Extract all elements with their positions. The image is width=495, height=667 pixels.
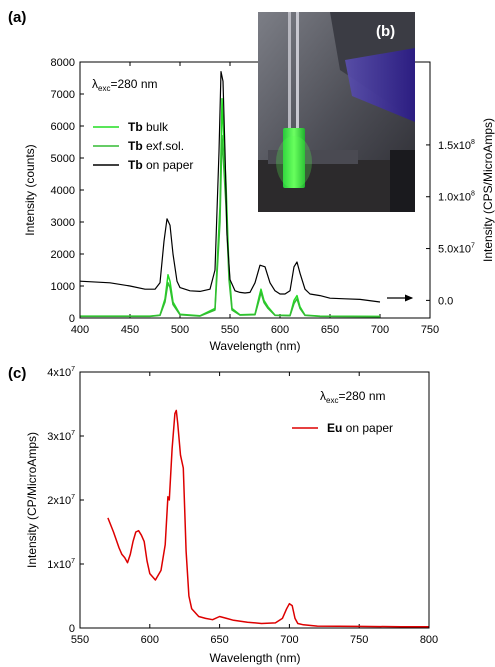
panel-c-chart: 550 600 650 700 750 80001x1072x1073x1074x107 …	[25, 366, 438, 665]
panel-a-y-tick-label: 5000	[51, 153, 75, 165]
panel-a-y-tick-label: 6000	[51, 121, 75, 133]
panel-a-y2-tick-label: 1.5x108	[438, 139, 475, 152]
panel-a-x-tick-label: 750	[421, 324, 439, 336]
panel-c-y-tick-label: 3x107	[47, 430, 75, 443]
panel-c-x-tick-label: 700	[280, 634, 298, 646]
panel-c-series	[107, 409, 429, 628]
panel-a-x-tick-label: 650	[321, 324, 339, 336]
panel-a-y2-axis-title: Intensity (CPS/MicroAmps)	[481, 118, 495, 262]
panel-label-c: (c)	[8, 365, 26, 382]
panel-a-x-tick-label: 400	[71, 324, 89, 336]
panel-c-x-tick-label: 600	[141, 634, 159, 646]
cuvette-photo-icon	[258, 12, 415, 212]
panel-a-x-tick-label: 450	[121, 324, 139, 336]
panel-a-legend: Tb bulk Tb exf.sol. Tb on paper	[93, 120, 193, 172]
panel-c-x-axis-title: Wavelength (nm)	[210, 651, 301, 665]
panel-a-frame	[79, 61, 431, 319]
panel-c-y-tick-label: 1x107	[47, 558, 75, 571]
panel-c-y-tick-label: 2x107	[47, 494, 75, 507]
legend-text-exf: Tb exf.sol.	[128, 139, 184, 153]
panel-c-excitation-label: λexc=280 nm	[320, 389, 386, 405]
panel-a-x-tick-label: 500	[171, 324, 189, 336]
panel-c-x-tick-label: 650	[210, 634, 228, 646]
legend-text-eu: Eu on paper	[327, 421, 393, 435]
panel-a-y-tick-label: 1000	[51, 281, 75, 293]
panel-a-axes: 400 450 500 550 600 650 700 750 0 1000 2000 3000 400…	[51, 57, 476, 336]
panel-a-y2-tick-label: 0.0	[438, 295, 453, 307]
panel-a-y2-tick-label: 5.0x107	[438, 243, 475, 256]
panel-a-y-tick-label: 7000	[51, 89, 75, 101]
panel-c-series-eu	[107, 409, 429, 628]
panel-a-y-tick-label: 4000	[51, 185, 75, 197]
panel-c-x-tick-label: 800	[420, 634, 438, 646]
panel-a-series-paper	[79, 70, 381, 303]
panel-a-y-tick-label: 2000	[51, 249, 75, 261]
legend-text-bulk: Tb bulk	[128, 120, 169, 134]
panel-a-y-tick-label: 8000	[51, 57, 75, 69]
panel-a-y-tick-label: 0	[69, 313, 75, 325]
panel-c-y-tick-label: 0	[69, 623, 75, 635]
panel-a-series-exf	[80, 134, 381, 318]
panel-a-y-tick-label: 3000	[51, 217, 75, 229]
panel-a-x-tick-label: 600	[271, 324, 289, 336]
panel-c-legend: Eu on paper	[292, 421, 393, 435]
panel-label-a: (a)	[8, 9, 26, 26]
panel-c-frame	[79, 371, 430, 629]
panel-a-chart: 400 450 500 550 600 650 700 750 0 1000 2000 3000 400…	[23, 12, 495, 353]
panel-a-excitation-label: λexc=280 nm	[92, 77, 158, 93]
panel-a-x-axis-title: Wavelength (nm)	[210, 339, 301, 353]
panel-a-x-tick-label: 550	[221, 324, 239, 336]
panel-label-b: (b)	[376, 23, 395, 40]
panel-a-series	[79, 70, 381, 318]
panel-c-x-tick-label: 550	[71, 634, 89, 646]
panel-c-y-tick-label: 4x107	[47, 366, 75, 379]
panel-a-x-tick-label: 700	[371, 324, 389, 336]
panel-c-x-tick-label: 750	[350, 634, 368, 646]
panel-c-y-axis-title: Intensity (CP/MicroAmps)	[25, 432, 39, 568]
panel-a-y2-tick-label: 1.0x108	[438, 191, 475, 204]
panel-a-y-axis-title: Intensity (counts)	[23, 144, 37, 235]
panel-c-axes: 550 600 650 700 750 800 0 1x107 2x107 3x107 4x107	[47, 366, 438, 646]
legend-text-paper: Tb on paper	[128, 158, 193, 172]
